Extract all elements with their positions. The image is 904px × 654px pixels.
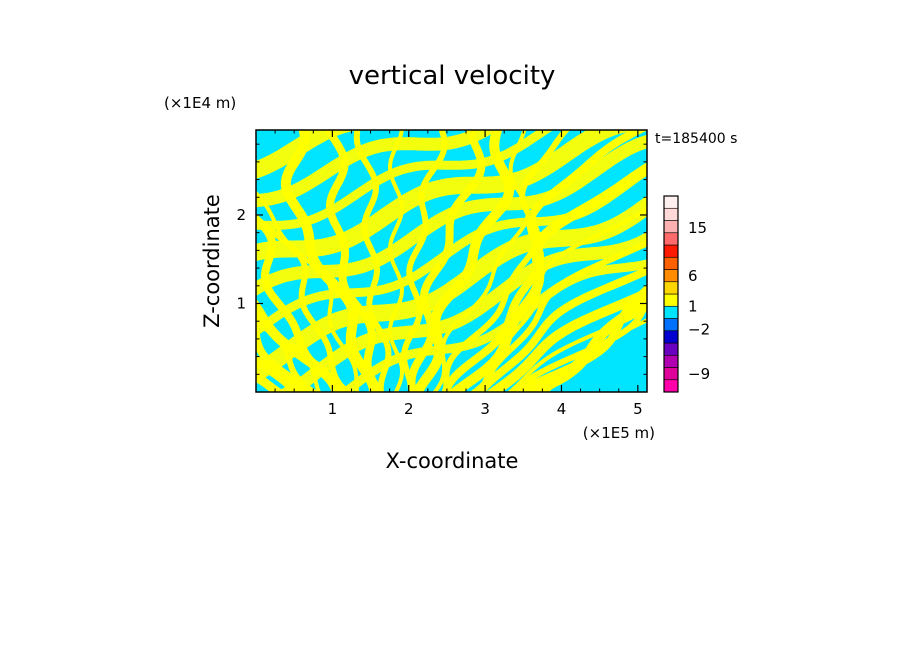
field-band	[280, 130, 380, 392]
colorbar-swatch	[663, 281, 679, 295]
x-tick-label: 4	[557, 400, 567, 418]
colorbar-swatch	[663, 195, 679, 209]
colorbar-ticks: −9 −2 1 6 15	[688, 219, 710, 383]
colorbar-swatch	[663, 305, 679, 319]
colorbar-swatch	[663, 354, 679, 368]
y-tick-label: 1	[236, 294, 246, 312]
colorbar-swatch	[663, 318, 679, 332]
colorbar-tick-label: −9	[688, 365, 710, 383]
y-multiplier-label: (×1E4 m)	[164, 94, 236, 112]
colorbar-swatch	[663, 342, 679, 356]
x-tick-label: 5	[633, 400, 643, 418]
x-multiplier-label: (×1E5 m)	[583, 424, 655, 442]
colorbar-swatch	[663, 256, 679, 270]
field-band	[506, 306, 647, 392]
colorbar-swatch	[663, 207, 679, 221]
colorbar-tick-label: −2	[688, 321, 710, 339]
field-band	[485, 287, 647, 392]
field-band	[541, 318, 647, 392]
field-band	[256, 130, 499, 208]
colorbar-swatch	[663, 330, 679, 344]
x-tick-label: 3	[480, 400, 490, 418]
field-band	[338, 259, 647, 392]
field-bands	[256, 130, 647, 392]
x-axis-label: X-coordinate	[386, 449, 519, 473]
field-band	[475, 266, 647, 392]
field-band	[256, 372, 282, 392]
colorbar-swatch	[663, 244, 679, 258]
colorbar	[663, 195, 679, 393]
field-band	[256, 214, 352, 392]
field-band	[256, 195, 647, 383]
colorbar-tick-label: 6	[688, 267, 698, 285]
colorbar-swatch	[663, 367, 679, 381]
colorbar-swatch	[663, 232, 679, 246]
plot-frame	[255, 129, 648, 393]
colorbar-swatch	[663, 220, 679, 234]
y-axis-ticks: 12	[236, 143, 647, 375]
x-tick-label: 1	[328, 400, 338, 418]
field-band	[256, 165, 647, 338]
field-band	[411, 130, 515, 392]
field-band	[475, 239, 647, 392]
colorbar-swatch	[663, 293, 679, 307]
field-band	[507, 284, 647, 392]
field-band	[256, 320, 319, 392]
colorbar-frame	[663, 195, 679, 393]
field-band	[256, 298, 342, 392]
colorbar-tick-label: 15	[688, 219, 707, 237]
field-band	[256, 130, 647, 262]
field-band	[256, 375, 286, 392]
field-band	[276, 231, 647, 392]
colorbar-tick-label: 1	[688, 297, 698, 315]
colorbar-swatch	[663, 379, 679, 393]
x-tick-label: 2	[404, 400, 414, 418]
field-band	[256, 369, 286, 392]
y-axis-label: Z-coordinate	[200, 194, 224, 328]
y-tick-label: 2	[236, 206, 246, 224]
field-band	[520, 296, 647, 392]
heatmap-field	[256, 130, 647, 392]
field-band	[256, 130, 419, 179]
time-label: t=185400 s	[655, 131, 737, 147]
chart-title: vertical velocity	[349, 61, 556, 91]
colorbar-swatch	[663, 269, 679, 283]
field-band	[256, 130, 554, 230]
field-band	[507, 291, 647, 392]
x-axis-ticks: 1 2 3 4 5	[274, 130, 643, 418]
field-band	[256, 134, 647, 297]
